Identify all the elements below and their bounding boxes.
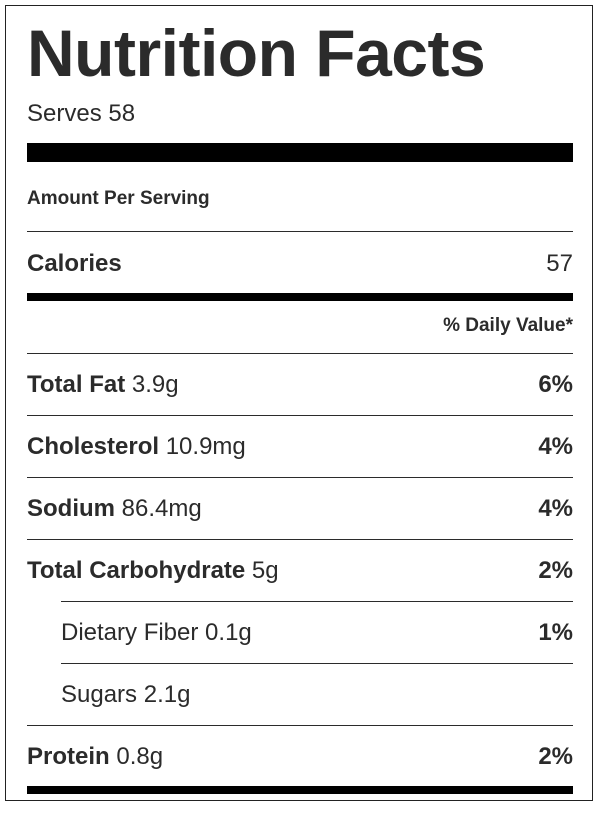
label-title: Nutrition Facts xyxy=(27,16,486,90)
calories-value: 57 xyxy=(546,250,573,277)
divider xyxy=(27,353,573,354)
nutrient-percent: 1% xyxy=(538,619,573,646)
divider xyxy=(61,663,573,664)
servings-count: Serves 58 xyxy=(27,100,136,127)
nutrient-label: Sodium 86.4mg xyxy=(27,495,202,522)
nutrient-row-dietary-fiber: Dietary Fiber 0.1g 1% xyxy=(61,618,573,648)
nutrient-label: Total Carbohydrate 5g xyxy=(27,557,279,584)
divider xyxy=(61,601,573,602)
nutrient-row-cholesterol: Cholesterol 10.9mg 4% xyxy=(27,432,573,462)
nutrient-row-sodium: Sodium 86.4mg 4% xyxy=(27,494,573,524)
nutrient-row-total-fat: Total Fat 3.9g 6% xyxy=(27,370,573,400)
divider xyxy=(27,231,573,232)
nutrient-percent: 4% xyxy=(538,495,573,522)
divider xyxy=(27,725,573,726)
nutrition-label: Nutrition Facts Serves 58 Amount Per Ser… xyxy=(5,5,593,801)
nutrition-label-body: Nutrition Facts Serves 58 Amount Per Ser… xyxy=(27,6,573,800)
thick-divider xyxy=(27,143,573,162)
nutrient-label: Total Fat 3.9g xyxy=(27,371,179,398)
nutrient-label: Protein 0.8g xyxy=(27,743,164,770)
nutrient-row-sugars: Sugars 2.1g xyxy=(61,680,573,710)
nutrient-percent: 6% xyxy=(538,371,573,398)
calories-label: Calories xyxy=(27,250,122,277)
divider xyxy=(27,415,573,416)
calories-row: Calories 57 xyxy=(27,249,573,279)
nutrient-percent: 2% xyxy=(538,743,573,770)
medium-divider xyxy=(27,293,573,301)
nutrient-row-protein: Protein 0.8g 2% xyxy=(27,742,573,772)
amount-per-serving: Amount Per Serving xyxy=(27,188,210,209)
nutrient-percent: 2% xyxy=(538,557,573,584)
nutrient-row-total-carbohydrate: Total Carbohydrate 5g 2% xyxy=(27,556,573,586)
daily-value-header: % Daily Value* xyxy=(443,315,573,336)
divider xyxy=(27,477,573,478)
nutrient-label: Sugars 2.1g xyxy=(61,681,191,708)
nutrient-percent: 4% xyxy=(538,433,573,460)
nutrient-label: Dietary Fiber 0.1g xyxy=(61,619,252,646)
bottom-divider xyxy=(27,786,573,794)
nutrient-label: Cholesterol 10.9mg xyxy=(27,433,246,460)
divider xyxy=(27,539,573,540)
